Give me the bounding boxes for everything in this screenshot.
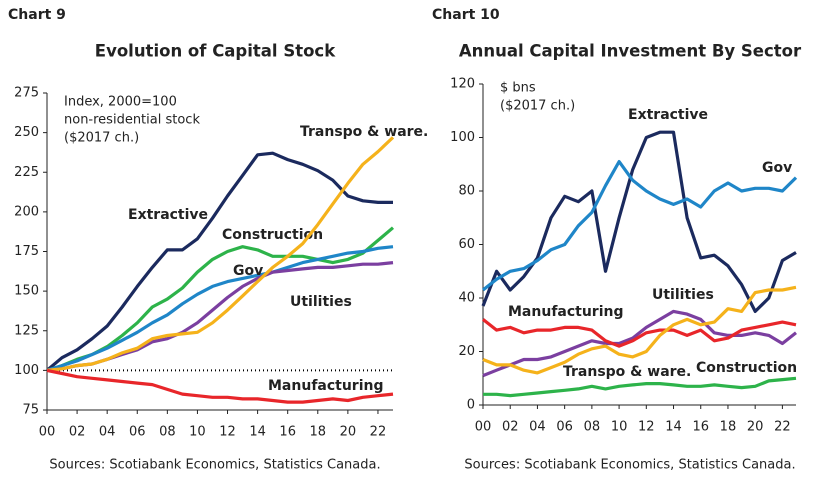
series-line [482, 285, 797, 375]
chart-label: Chart 10 [432, 7, 500, 23]
y-tick-label: 60 [458, 237, 475, 252]
x-tick-label: 10 [611, 420, 628, 435]
series-line [45, 151, 393, 372]
x-tick-label: 08 [584, 420, 601, 435]
y-tick-label: 100 [450, 130, 475, 145]
x-tick-label: 00 [39, 425, 56, 440]
source-note: Sources: Scotiabank Economics, Statistic… [464, 458, 795, 473]
y-tick-label: 225 [14, 165, 39, 180]
x-tick-label: 16 [692, 420, 709, 435]
chart-title: Annual Capital Investment By Sector [459, 42, 802, 61]
series-label: Extractive [128, 207, 208, 223]
x-tick-label: 18 [310, 425, 327, 440]
x-tick-label: 18 [720, 420, 737, 435]
series-label: Transpo & ware. [300, 124, 428, 140]
series-line [481, 130, 797, 313]
x-tick-label: 14 [665, 420, 682, 435]
x-tick-label: 06 [129, 425, 146, 440]
series-label: Construction [696, 360, 797, 376]
annotation: Index, 2000=100 [64, 95, 177, 110]
series-label: Utilities [652, 287, 714, 303]
y-tick-label: 100 [14, 363, 39, 378]
annotation: ($2017 ch.) [500, 99, 575, 114]
series-label: Utilities [290, 294, 352, 310]
chart-label: Chart 9 [8, 7, 66, 23]
x-tick-label: 16 [279, 425, 296, 440]
y-tick-label: 150 [14, 284, 39, 299]
series-line [46, 368, 394, 404]
x-tick-label: 20 [747, 420, 764, 435]
source-note: Sources: Scotiabank Economics, Statistic… [49, 458, 380, 473]
series-label: Transpo & ware. [563, 364, 691, 380]
series-line [46, 136, 395, 372]
y-tick-label: 125 [14, 323, 39, 338]
x-tick-label: 02 [502, 420, 519, 435]
x-tick-label: 06 [556, 420, 573, 435]
series-label: Extractive [628, 107, 708, 123]
y-tick-label: 175 [14, 244, 39, 259]
annotation: ($2017 ch.) [64, 131, 139, 146]
annotation: $ bns [500, 81, 536, 96]
y-tick-label: 75 [22, 403, 39, 418]
y-tick-label: 250 [14, 125, 39, 140]
x-tick-label: 20 [340, 425, 357, 440]
x-tick-label: 08 [159, 425, 176, 440]
series-line [46, 245, 394, 372]
series-line [482, 160, 798, 292]
x-tick-label: 10 [189, 425, 206, 440]
x-tick-label: 14 [249, 425, 266, 440]
x-tick-label: 04 [529, 420, 546, 435]
series-label: Gov [233, 263, 263, 279]
series-label: Manufacturing [508, 304, 624, 320]
series-label: Gov [762, 160, 792, 176]
y-tick-label: 20 [458, 344, 475, 359]
series-line [482, 309, 797, 378]
y-tick-label: 0 [467, 398, 475, 413]
chart-title: Evolution of Capital Stock [95, 42, 336, 61]
x-tick-label: 22 [774, 420, 791, 435]
y-tick-label: 200 [14, 204, 39, 219]
x-tick-label: 22 [370, 425, 387, 440]
x-tick-label: 00 [475, 420, 492, 435]
x-tick-label: 02 [69, 425, 86, 440]
series-label: Manufacturing [268, 378, 384, 394]
series-line [483, 376, 797, 398]
annotation: non-residential stock [64, 113, 200, 128]
y-tick-label: 40 [458, 291, 475, 306]
x-tick-label: 12 [219, 425, 236, 440]
series-label: Construction [222, 227, 323, 243]
y-tick-label: 275 [14, 86, 39, 101]
y-tick-label: 80 [458, 184, 475, 199]
x-tick-label: 04 [99, 425, 116, 440]
x-tick-label: 12 [638, 420, 655, 435]
y-tick-label: 120 [450, 77, 475, 92]
series-line [482, 318, 797, 348]
